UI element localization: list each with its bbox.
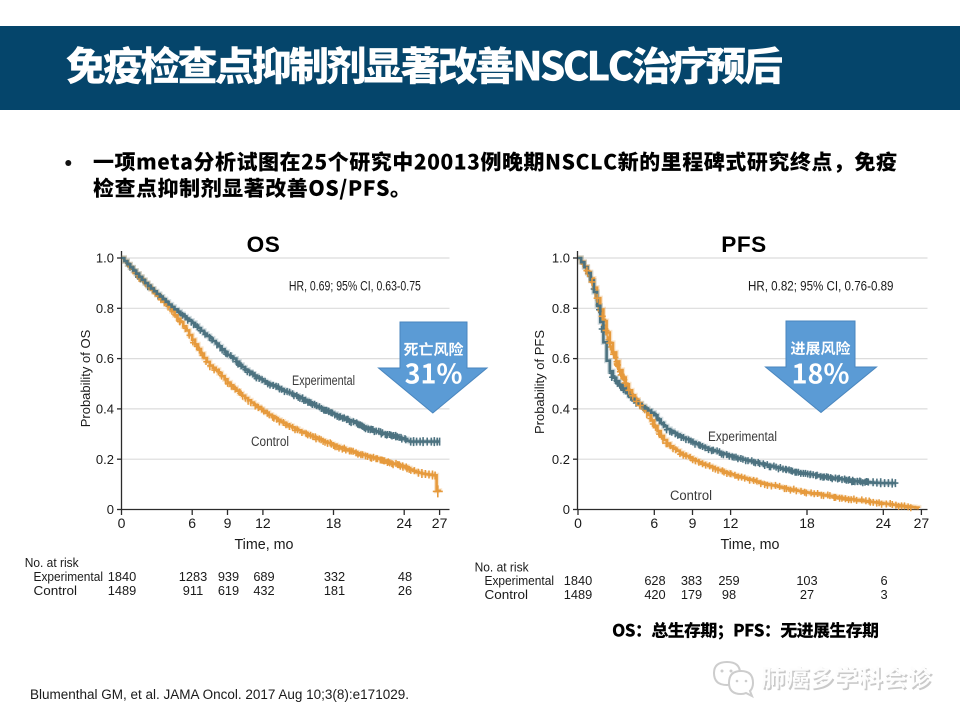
svg-text:Blumenthal GM, et al. JAMA Onc: Blumenthal GM, et al. JAMA Oncol. 2017 A… — [30, 687, 409, 702]
svg-text:619: 619 — [218, 583, 239, 598]
svg-text:628: 628 — [644, 573, 665, 588]
svg-text:18: 18 — [799, 515, 815, 531]
svg-text:12: 12 — [723, 515, 739, 531]
svg-text:27: 27 — [800, 587, 814, 602]
svg-text:PFS: PFS — [721, 232, 766, 257]
svg-text:Probability of PFS: Probability of PFS — [532, 330, 547, 434]
svg-text:No. at risk: No. at risk — [25, 555, 80, 570]
svg-text:Probability of OS: Probability of OS — [78, 329, 93, 427]
svg-text:6: 6 — [880, 573, 887, 588]
svg-text:9: 9 — [689, 515, 697, 531]
svg-text:0.8: 0.8 — [552, 301, 570, 316]
svg-text:0: 0 — [118, 515, 126, 531]
svg-text:HR, 0.69; 95% CI, 0.63-0.75: HR, 0.69; 95% CI, 0.63-0.75 — [289, 279, 421, 294]
svg-text:1840: 1840 — [564, 573, 592, 588]
svg-text:911: 911 — [183, 583, 203, 598]
svg-text:0.6: 0.6 — [552, 351, 570, 366]
svg-text:12: 12 — [255, 515, 271, 531]
svg-text:0.2: 0.2 — [96, 452, 114, 467]
svg-text:0.4: 0.4 — [96, 402, 114, 417]
svg-text:1489: 1489 — [564, 587, 592, 602]
svg-text:432: 432 — [253, 583, 274, 598]
svg-text:6: 6 — [650, 515, 658, 531]
svg-text:9: 9 — [224, 515, 232, 531]
svg-text:332: 332 — [324, 569, 345, 584]
svg-text:383: 383 — [681, 573, 702, 588]
svg-text:1840: 1840 — [108, 569, 136, 584]
svg-text:6: 6 — [188, 515, 196, 531]
svg-text:1.0: 1.0 — [552, 251, 570, 266]
svg-text:Control: Control — [670, 488, 712, 503]
svg-text:Time, mo: Time, mo — [234, 537, 293, 553]
svg-text:Control: Control — [34, 583, 78, 598]
svg-text:420: 420 — [644, 587, 665, 602]
svg-text:Time, mo: Time, mo — [720, 537, 779, 553]
svg-text:259: 259 — [718, 573, 739, 588]
svg-text:18: 18 — [326, 515, 342, 531]
svg-text:103: 103 — [796, 573, 817, 588]
svg-text:Experimental: Experimental — [292, 373, 355, 388]
svg-text:689: 689 — [253, 569, 274, 584]
svg-text:Experimental: Experimental — [485, 573, 555, 588]
svg-text:0.6: 0.6 — [96, 351, 114, 366]
svg-text:1489: 1489 — [108, 583, 136, 598]
svg-text:0.2: 0.2 — [552, 452, 570, 467]
svg-text:OS: OS — [247, 232, 281, 257]
svg-text:0: 0 — [107, 502, 114, 517]
svg-text:0.8: 0.8 — [96, 301, 114, 316]
svg-text:Experimental: Experimental — [708, 429, 777, 444]
svg-text:181: 181 — [324, 583, 345, 598]
svg-text:0: 0 — [563, 502, 570, 517]
svg-text:Experimental: Experimental — [34, 569, 104, 584]
svg-text:3: 3 — [880, 587, 887, 602]
svg-text:HR, 0.82; 95% CI, 0.76-0.89: HR, 0.82; 95% CI, 0.76-0.89 — [748, 279, 894, 294]
svg-text:24: 24 — [396, 515, 412, 531]
svg-text:26: 26 — [398, 583, 412, 598]
svg-text:27: 27 — [432, 515, 448, 531]
svg-text:1283: 1283 — [179, 569, 207, 584]
svg-text:Control: Control — [485, 587, 529, 602]
svg-text:98: 98 — [722, 587, 736, 602]
svg-text:179: 179 — [681, 587, 702, 602]
svg-text:939: 939 — [218, 569, 239, 584]
svg-text:Control: Control — [251, 434, 289, 449]
svg-text:1.0: 1.0 — [96, 251, 114, 266]
svg-text:48: 48 — [398, 569, 412, 584]
svg-text:0.4: 0.4 — [552, 402, 570, 417]
svg-text:24: 24 — [876, 515, 892, 531]
svg-text:0: 0 — [574, 515, 582, 531]
svg-text:No. at risk: No. at risk — [475, 560, 530, 575]
svg-text:27: 27 — [914, 515, 930, 531]
